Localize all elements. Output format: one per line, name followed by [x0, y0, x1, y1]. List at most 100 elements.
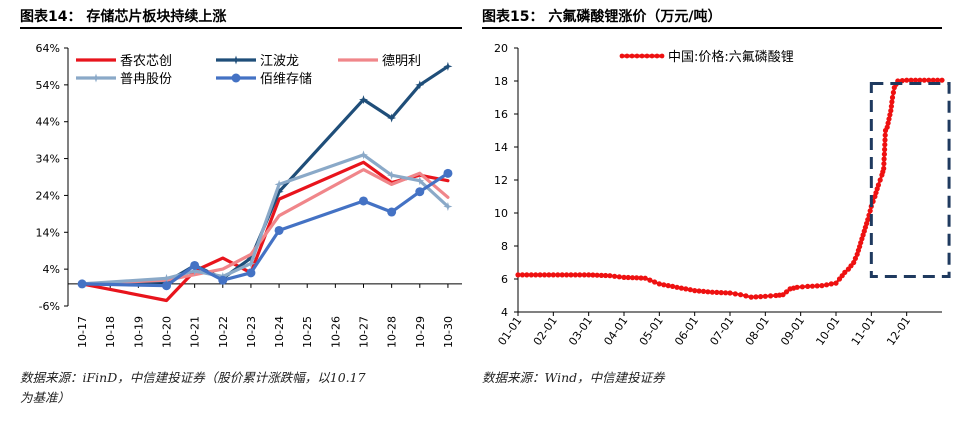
chart15-point: [899, 78, 905, 84]
chart14-point: [387, 113, 397, 123]
chart15-point: [768, 293, 774, 299]
chart14-y-tick-label: 24%: [36, 189, 60, 202]
chart14-point: [387, 170, 397, 180]
chart15-point: [921, 77, 927, 83]
chart15-legend-marker: [654, 53, 660, 59]
chart14-point: [190, 260, 200, 270]
chart15-point: [780, 292, 786, 298]
chart14-title: 图表14： 存储芯片板块持续上涨: [20, 9, 227, 25]
chart15-point: [568, 272, 574, 278]
chart15-point: [564, 272, 570, 278]
chart15-point: [908, 77, 914, 83]
chart14-legend-label: 普冉股份: [120, 72, 172, 87]
chart14-point: [274, 179, 284, 189]
chart14-point: [359, 150, 368, 160]
chart15-point: [634, 275, 640, 281]
chart15-point: [727, 290, 733, 296]
chart15-point: [629, 275, 636, 281]
chart15-x-tick-label: 10-01: [813, 314, 842, 348]
chart14-point: [415, 80, 425, 90]
chart15-point: [732, 291, 738, 297]
chart14-point: [387, 207, 397, 217]
chart15-point: [705, 289, 711, 295]
chart15-point: [647, 277, 653, 283]
chart15-point: [678, 285, 685, 291]
chart15-point: [758, 294, 764, 300]
chart15-point: [912, 77, 919, 83]
chart15-legend-marker: [634, 53, 640, 59]
chart15-point: [709, 289, 715, 295]
chart15-x-tick-label: 04-01: [601, 314, 630, 348]
chart15-point: [541, 272, 548, 278]
chart14-x-tick-label: 10-27: [358, 316, 371, 348]
chart15-point: [687, 287, 693, 293]
chart14-point: [190, 266, 200, 276]
chart15-point: [723, 290, 729, 296]
chart15-y-tick-label: 16: [494, 108, 508, 121]
chart14-y-tick-label: 34%: [36, 153, 60, 166]
chart14-point: [415, 187, 425, 197]
chart15-point: [867, 208, 873, 214]
chart14-point: [246, 253, 256, 263]
chart15-point: [546, 272, 552, 278]
chart15-point: [762, 293, 768, 299]
chart15-point: [809, 283, 816, 289]
chart15-point: [935, 77, 941, 83]
chart14-source-line1: 数据来源：iFinD，中信建投证券（股价累计涨跌幅，以10.17: [20, 370, 366, 385]
chart15-point: [889, 94, 896, 101]
chart14-point: [274, 225, 284, 235]
chart14-x-tick-label: 10-18: [104, 316, 117, 348]
chart15-point: [661, 282, 667, 288]
chart15-point: [904, 77, 910, 83]
chart14-point: [162, 281, 171, 291]
chart15-point: [638, 275, 644, 281]
chart15-point: [882, 137, 888, 143]
chart15-source: 数据来源：Wind，中信建投证券: [482, 370, 665, 385]
chart15-point: [884, 124, 890, 130]
chart15-point: [738, 292, 744, 298]
chart15-point: [524, 272, 530, 278]
chart14-x-tick-label: 10-21: [189, 316, 202, 348]
chart14-point: [246, 259, 256, 269]
chart15-point: [550, 272, 556, 278]
chart14-source: 数据来源：iFinD，中信建投证券（股价累计涨跌幅，以10.17 为基准）: [20, 368, 470, 408]
chart15-point: [842, 269, 848, 275]
chart14-point: [162, 273, 171, 283]
chart15-x-tick-label: 01-01: [495, 314, 524, 348]
chart15-point: [692, 288, 698, 294]
chart15-point: [882, 146, 888, 153]
chart15-legend-marker: [629, 53, 635, 59]
chart15-legend-marker: [639, 53, 645, 59]
chart15-point: [888, 108, 894, 114]
chart15-legend-marker: [649, 53, 655, 59]
chart14-x-tick-label: 10-28: [386, 316, 399, 348]
chart15-point: [824, 282, 830, 288]
chart15-point: [652, 279, 658, 285]
chart15-point: [515, 272, 521, 278]
chart15-point: [625, 274, 631, 281]
chart14-point: [274, 187, 284, 197]
chart15-y-tick-label: 14: [494, 141, 508, 154]
chart15-point: [854, 251, 860, 257]
chart14-y-tick-label: 4%: [43, 263, 60, 276]
chart14-legend-marker: [231, 73, 241, 83]
chart14-x-tick-label: 10-23: [245, 316, 258, 348]
chart14-y-tick-label: -6%: [39, 300, 60, 313]
chart15-point: [873, 190, 879, 196]
chart15-x-tick-label: 07-01: [707, 314, 736, 348]
chart15-point: [851, 259, 857, 266]
chart15-point: [572, 272, 579, 278]
chart15-point: [881, 161, 887, 167]
chart14-y-tick-label: 44%: [36, 116, 60, 129]
chart15-point: [885, 120, 891, 126]
chart15-point: [939, 77, 945, 83]
chart15-point: [656, 281, 662, 287]
chart15-y-tick-label: 8: [501, 240, 508, 253]
chart15-y-tick-label: 10: [494, 207, 508, 220]
chart15-point: [537, 272, 543, 278]
chart15-legend-marker: [644, 53, 650, 59]
chart15-point: [598, 272, 605, 278]
chart14-x-tick-label: 10-19: [132, 316, 145, 348]
chart15-point: [748, 294, 754, 300]
chart15-highlight-box: [869, 81, 951, 279]
